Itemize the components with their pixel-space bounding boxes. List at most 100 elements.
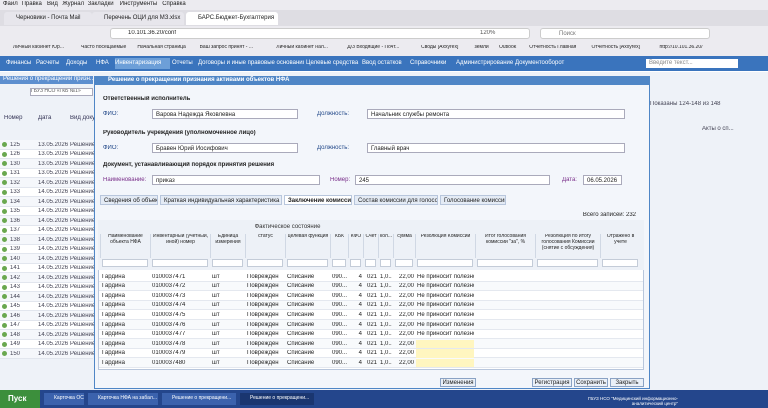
bookmark[interactable]: Часто посещаемые (81, 45, 127, 50)
app-search[interactable]: Введите текст... (646, 59, 738, 68)
nav-item[interactable]: Целевые средства (306, 60, 359, 66)
list-cell[interactable]: 149 (10, 341, 21, 347)
input-field[interactable]: приказ (152, 175, 320, 185)
nav-item[interactable]: Ввод остатков (362, 60, 402, 66)
list-cell[interactable]: 145 (10, 303, 21, 309)
table-cell: 22,00 (398, 321, 414, 328)
menu-item[interactable]: Справка (162, 1, 186, 7)
input-field[interactable]: Бравен Юрий Иосифович (152, 143, 298, 153)
bookmark[interactable]: Outlook (499, 45, 517, 50)
bookmark[interactable]: Отчетность Главная (529, 45, 577, 50)
bookmark[interactable]: http://10.101.36.20/ (659, 45, 703, 50)
filter-input[interactable] (477, 259, 533, 267)
nav-item[interactable]: Финансы (6, 60, 32, 66)
dialog-tab[interactable]: Заключение комиссии (284, 195, 352, 205)
list-cell[interactable]: 133 (10, 189, 21, 195)
search-box[interactable]: Поиск (540, 28, 710, 39)
nav-item[interactable]: НФА (96, 60, 109, 66)
button[interactable]: Изменения (440, 378, 476, 387)
filter-input[interactable] (287, 259, 328, 267)
list-cell: 14.05.2026 (38, 179, 69, 186)
list-cell[interactable]: 147 (10, 322, 21, 328)
list-cell[interactable]: 134 (10, 198, 21, 205)
filter-input[interactable] (417, 259, 473, 267)
filter-input[interactable] (332, 259, 346, 267)
button[interactable]: Закрыть (610, 378, 644, 387)
list-cell[interactable]: 148 (10, 331, 21, 338)
browser-tab[interactable]: Черновики - Почта Mail (4, 12, 92, 25)
list-cell[interactable]: 140 (10, 255, 21, 262)
list-cell[interactable]: 146 (10, 312, 21, 319)
list-cell[interactable]: 136 (10, 217, 21, 224)
dialog-tab[interactable]: Краткая индивидуальная характеристика об… (160, 195, 282, 205)
taskbar-item[interactable]: Карточка ОС (44, 393, 84, 405)
input-field[interactable]: 06.05.2026 (583, 175, 622, 185)
filter-input[interactable] (152, 259, 208, 267)
nav-item[interactable]: Расчеты (36, 60, 60, 66)
bookmark[interactable]: Личный кабинет Юр... (13, 45, 65, 50)
bookmark[interactable]: земли (474, 45, 489, 50)
nav-item[interactable]: Доходы (66, 60, 88, 66)
taskbar-item[interactable]: Решение о прекращени... (162, 393, 236, 405)
input-field[interactable]: Главный врач (367, 143, 625, 153)
list-cell[interactable]: 130 (10, 160, 21, 167)
input-field[interactable]: Начальник службы ремонта (367, 109, 625, 119)
table-cell: Не приносит полезног... (417, 292, 474, 299)
menu-item[interactable]: Журнал (62, 1, 85, 7)
url[interactable]: 10.101.36.20/conf (128, 30, 177, 36)
filter-input[interactable] (247, 259, 283, 267)
list-cell[interactable]: 132 (10, 179, 21, 186)
list-cell[interactable]: 139 (10, 246, 21, 252)
bookmark[interactable]: Своды [Axxуrex] (421, 45, 459, 50)
list-cell[interactable]: 144 (10, 293, 21, 300)
taskbar-item[interactable]: Решение о прекращени... (240, 393, 314, 405)
input-field[interactable]: 245 (355, 175, 550, 185)
bookmark[interactable]: Начальная страница (137, 45, 186, 50)
list-cell[interactable]: 141 (10, 265, 21, 271)
list-cell[interactable]: 125 (10, 141, 21, 148)
start-button[interactable]: Пуск (0, 390, 40, 408)
filter-input[interactable] (350, 259, 361, 267)
nav-item[interactable]: Отчеты (172, 60, 193, 66)
nav-item[interactable]: Инвентаризация (115, 58, 170, 69)
menu-item[interactable]: Закладки (87, 1, 114, 7)
dialog-tab[interactable]: Сведения об объекте (100, 195, 158, 205)
bookmark[interactable]: Отчетность [Axxуrex] (591, 45, 641, 50)
nav-item[interactable]: Администрирование (456, 60, 513, 66)
org-field[interactable]: ГБУЗ НСО «ГКБ №1» (30, 88, 93, 96)
browser-tab[interactable]: БАРС.Бюджет-Бухгалтерия (186, 12, 278, 25)
nav-item[interactable]: Справочники (410, 60, 447, 66)
dialog-tab[interactable]: Голосование комиссии (440, 195, 506, 205)
filter-input[interactable] (380, 259, 391, 267)
taskbar-item[interactable]: Карточка НФА на забал... (88, 393, 158, 405)
browser-tab[interactable]: Перечень ОЦИ для МЗ.xlsx (92, 12, 184, 25)
list-cell[interactable]: 137 (10, 227, 21, 233)
menu-item[interactable]: Инструменты (119, 1, 158, 7)
filter-input[interactable] (395, 259, 413, 267)
table-cell: 4 (358, 302, 362, 309)
button[interactable]: Сохранить (574, 378, 608, 387)
nav-item[interactable]: Договоры и иные правовые основания (198, 60, 304, 66)
filter-input[interactable] (602, 259, 638, 267)
filter-input[interactable] (365, 259, 376, 267)
list-cell[interactable]: 142 (10, 274, 21, 281)
list-cell[interactable]: 131 (10, 170, 21, 176)
list-cell[interactable]: 138 (10, 236, 21, 243)
bookmark[interactable]: Личный кабинет нал... (276, 45, 328, 50)
filter-input[interactable] (537, 259, 598, 267)
menu-item[interactable]: Вид (47, 1, 58, 7)
bookmark[interactable]: Ваш запрос принят - ... (199, 45, 253, 50)
list-cell[interactable]: 135 (10, 208, 21, 214)
list-cell[interactable]: 143 (10, 284, 21, 290)
nav-item[interactable]: Документооборот (515, 60, 565, 66)
filter-input[interactable] (102, 259, 148, 267)
list-cell[interactable]: 150 (10, 350, 21, 357)
list-cell[interactable]: 126 (10, 151, 21, 157)
filter-input[interactable] (212, 259, 243, 267)
button[interactable]: Регистрация (532, 378, 572, 387)
menu-item[interactable]: Правка (21, 1, 42, 7)
menu-item[interactable]: Файл (3, 1, 18, 7)
bookmark[interactable]: Д/З Входящие - Почт... (347, 45, 400, 50)
dialog-tab[interactable]: Состав комиссии для голосования (354, 195, 438, 205)
input-field[interactable]: Варова Надежда Яковлевна (152, 109, 298, 119)
